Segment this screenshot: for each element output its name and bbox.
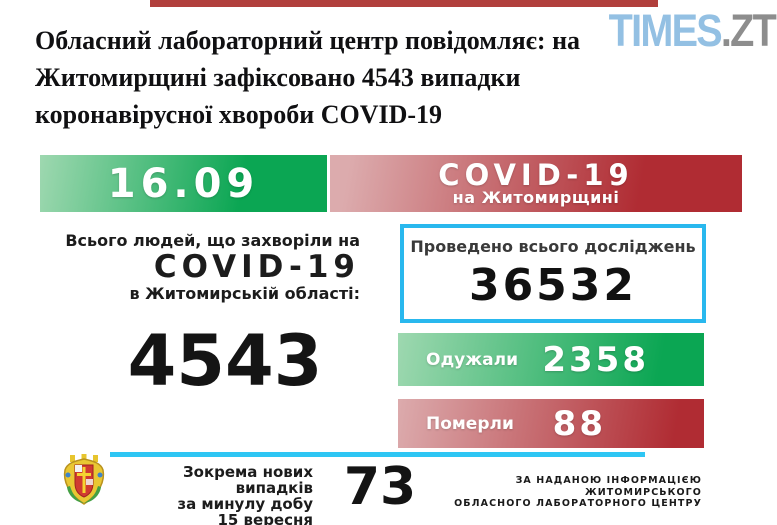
tests-box: Проведено всього досліджень 36532 [400, 224, 706, 323]
logo-zt-text: ZT [730, 5, 777, 56]
new-cases-value: 73 [343, 457, 417, 517]
logo-times-text: TIMES [608, 5, 723, 56]
covid-region-banner: COVID-19 на Житомирщині [330, 155, 742, 212]
headline-line-2: Житомирщині зафіксовано 4543 випадки [35, 63, 521, 92]
tests-value: 36532 [468, 260, 638, 311]
article-headline: Обласний лабораторний центр повідомляє: … [35, 22, 725, 133]
top-red-bar [150, 0, 658, 7]
date-value: 16.09 [107, 160, 260, 207]
recovered-box: Одужали 2358 [398, 333, 704, 386]
date-box: 16.09 [40, 155, 327, 212]
covid-banner-title: COVID-19 [438, 158, 634, 192]
new-cases-line-2: за минулу добу [177, 495, 313, 513]
footer-divider-line [110, 452, 645, 457]
source-line-1: ЗА НАДАНОЮ ІНФОРМАЦІЄЮ ЖИТОМИРСЬКОГО [515, 475, 702, 498]
tests-label: Проведено всього досліджень [410, 237, 696, 256]
new-cases-line-3: 15 вересня [217, 511, 313, 525]
deaths-label: Померли [426, 413, 514, 434]
recovered-label: Одужали [426, 349, 519, 370]
total-caption-line-2: COVID-19 [153, 249, 360, 285]
new-cases-caption: Зокрема нових випадків за минулу добу 15… [110, 464, 313, 525]
total-caption-line-1: Всього людей, що захворіли на [65, 231, 360, 250]
total-cases-value: 4543 [127, 320, 323, 402]
new-cases-line-1: Зокрема нових випадків [182, 463, 313, 497]
zhytomyr-coat-of-arms-icon [63, 454, 105, 505]
deaths-value: 88 [552, 403, 606, 444]
covid-banner-subtitle: на Житомирщині [452, 188, 620, 207]
headline-line-1: Обласний лабораторний центр повідомляє: … [35, 26, 581, 55]
logo-dot: . [720, 5, 732, 56]
deaths-box: Померли 88 [398, 399, 704, 448]
total-cases-caption: Всього людей, що захворіли на COVID-19 в… [35, 231, 360, 304]
times-zt-logo: TIMES.ZT [608, 5, 777, 56]
total-caption-line-3: в Житомирській області: [129, 284, 360, 303]
headline-line-3: коронавірусної хвороби COVID-19 [35, 100, 443, 129]
recovered-value: 2358 [542, 339, 649, 380]
source-line-2: ОБЛАСНОГО ЛАБОРАТОРНОГО ЦЕНТРУ [454, 498, 702, 509]
source-credit: ЗА НАДАНОЮ ІНФОРМАЦІЄЮ ЖИТОМИРСЬКОГО ОБЛ… [402, 475, 702, 510]
